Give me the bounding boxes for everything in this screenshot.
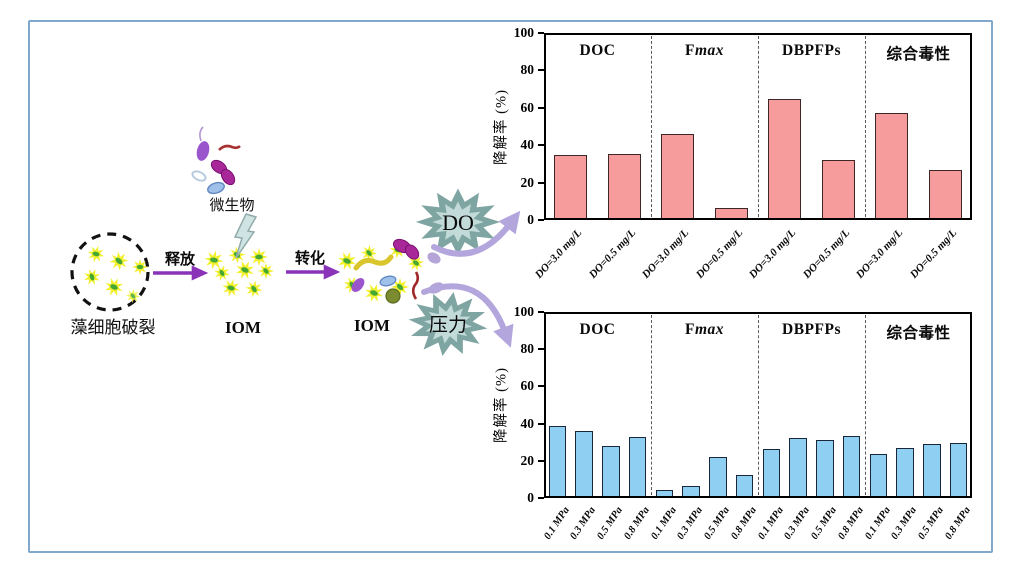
bar: [816, 440, 834, 498]
group-label: Fmax: [685, 321, 724, 339]
y-axis-label: 降解率 (%): [493, 367, 510, 443]
bar: [607, 153, 641, 220]
group-label: 综合毒性: [886, 46, 951, 63]
y-tick-label: 100: [513, 304, 534, 319]
transform-arrow-label: 转化: [295, 249, 325, 267]
bar: [923, 444, 941, 498]
y-tick-mark: [538, 385, 544, 388]
plot-frame: [544, 312, 972, 498]
y-axis-label: 降解率 (%): [493, 88, 510, 165]
release-arrow-label: 释放: [165, 250, 196, 268]
group-separator-line: [865, 36, 866, 217]
y-tick-label: 60: [520, 99, 535, 115]
algal-cell-circle-icon: [70, 232, 150, 312]
bar: [548, 426, 567, 498]
bar: [789, 437, 807, 499]
group-label-italic: max: [694, 42, 725, 59]
group-label: 综合毒性: [886, 325, 951, 342]
y-tick-mark: [538, 348, 544, 351]
bar: [628, 436, 647, 498]
y-tick-label: 0: [527, 490, 534, 505]
group-separator-line: [651, 36, 652, 217]
bar: [875, 113, 909, 220]
y-tick-mark: [538, 497, 544, 499]
algae-cells-icon: [81, 243, 148, 306]
do-burst-label: DO: [442, 210, 474, 235]
y-tick-mark: [538, 144, 544, 147]
bar: [602, 445, 620, 498]
group-label: DOC: [579, 42, 616, 59]
group-label: DBPFPs: [782, 321, 841, 338]
bar: [575, 431, 593, 498]
bar: [714, 207, 748, 220]
group-label-roman: F: [684, 42, 695, 59]
y-tick-mark: [538, 459, 544, 462]
y-tick-mark: [538, 219, 544, 221]
y-tick-label: 40: [520, 415, 535, 431]
y-tick-label: 80: [520, 341, 535, 357]
bar: [762, 448, 781, 498]
y-tick-mark: [538, 69, 544, 72]
group-separator-line: [865, 315, 866, 495]
bar: [655, 489, 674, 498]
y-tick-label: 80: [520, 62, 535, 78]
group-label: DOC: [579, 321, 616, 338]
plot-frame: [544, 33, 972, 220]
microbes-icon: [191, 126, 241, 195]
bar: [869, 454, 888, 498]
bar: [928, 170, 962, 220]
pressure-burst-label: 压力: [429, 314, 467, 336]
y-tick-label: 0: [527, 212, 534, 227]
y-tick-mark: [538, 106, 544, 109]
bar: [709, 457, 727, 498]
bar: [842, 435, 861, 498]
algae-label: 藻细胞破裂: [71, 318, 156, 337]
group-separator-line: [758, 36, 759, 217]
group-label: DBPFPs: [782, 42, 841, 59]
group-separator-line: [758, 315, 759, 495]
bar: [896, 447, 914, 498]
iom1-label: IOM: [225, 318, 261, 337]
group-separator-line: [651, 315, 652, 495]
group-label-italic: max: [694, 321, 725, 338]
bar: [554, 154, 588, 221]
group-label: Fmax: [685, 42, 724, 60]
curved-arrow-to-do-chart-icon: [431, 210, 521, 257]
curved-arrow-to-pressure-chart-icon: [421, 283, 514, 348]
figure-border: [28, 20, 993, 553]
bar: [768, 98, 802, 220]
y-tick-mark: [538, 311, 544, 313]
y-tick-label: 100: [513, 25, 534, 40]
group-label-roman: F: [684, 321, 695, 338]
y-tick-label: 20: [520, 174, 535, 190]
microbes-label: 微生物: [209, 197, 254, 214]
lightning-icon: [233, 213, 258, 259]
bar: [949, 443, 968, 498]
iom2-cells-icon: [334, 238, 444, 306]
bar: [682, 485, 700, 498]
bar: [735, 474, 754, 499]
y-tick-mark: [538, 422, 544, 425]
bar: [661, 134, 695, 220]
y-tick-label: 40: [520, 137, 535, 153]
y-tick-mark: [538, 181, 544, 184]
bar: [821, 160, 855, 220]
y-tick-label: 60: [520, 378, 535, 394]
y-tick-label: 20: [520, 452, 535, 468]
iom2-label: IOM: [354, 316, 390, 335]
y-tick-mark: [538, 32, 544, 34]
